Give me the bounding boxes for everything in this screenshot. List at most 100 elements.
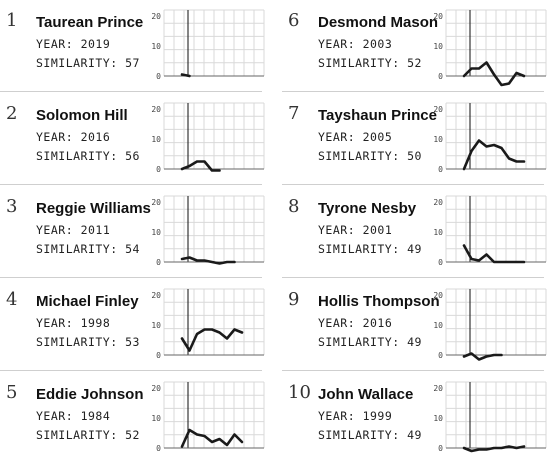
similarity-value: 49	[407, 428, 422, 442]
y-tick-label: 10	[433, 42, 443, 51]
y-tick-label: 20	[151, 12, 161, 21]
row-divider	[0, 277, 262, 278]
y-tick-label: 0	[438, 165, 443, 174]
year-row: YEAR: 2016	[318, 316, 392, 330]
sparkline-chart: 20 10 0	[151, 380, 265, 453]
sparkline-svg: 20 10 0	[151, 381, 265, 453]
y-tick-label: 10	[433, 321, 443, 330]
year-row: YEAR: 2003	[318, 37, 392, 51]
similarity-value: 52	[125, 428, 140, 442]
year-label: YEAR:	[36, 316, 74, 330]
similarity-label: SIMILARITY:	[36, 56, 118, 70]
similarity-row: SIMILARITY: 57	[36, 56, 140, 70]
player-name: Taurean Prince	[36, 14, 144, 31]
y-tick-label: 0	[156, 258, 161, 267]
similarity-label: SIMILARITY:	[36, 335, 118, 349]
player-name: Tyrone Nesby	[318, 200, 417, 217]
row-divider	[0, 370, 262, 371]
year-value: 1999	[362, 409, 393, 423]
series-line	[180, 160, 221, 172]
rank-number: 7	[288, 103, 300, 124]
year-value: 2016	[80, 130, 111, 144]
row-divider	[282, 277, 544, 278]
sparkline-chart: 20 10 0	[433, 287, 547, 361]
y-tick-label: 0	[438, 72, 443, 81]
row-divider	[282, 370, 544, 371]
y-tick-label: 0	[438, 444, 443, 453]
similarity-row: SIMILARITY: 53	[36, 335, 140, 349]
rank-number: 4	[6, 289, 18, 310]
y-tick-label: 20	[433, 12, 443, 21]
similarity-value: 54	[125, 242, 140, 256]
player-name: Reggie Williams	[36, 200, 151, 217]
player-card-5: 5 Eddie Johnson YEAR: 1984 SIMILARITY: 5…	[0, 372, 268, 464]
year-label: YEAR:	[36, 130, 74, 144]
sparkline-svg: 20 10 0	[433, 102, 547, 174]
sparkline-svg: 20 10 0	[433, 288, 547, 361]
sparkline-chart: 20 10 0	[433, 380, 547, 453]
year-label: YEAR:	[318, 316, 356, 330]
year-value: 2001	[362, 223, 393, 237]
similarity-label: SIMILARITY:	[318, 428, 400, 442]
year-label: YEAR:	[36, 223, 74, 237]
series-line	[180, 428, 244, 448]
similarity-value: 57	[125, 56, 140, 70]
similarity-value: 53	[125, 335, 140, 349]
y-tick-label: 0	[438, 258, 443, 267]
y-tick-label: 10	[151, 228, 161, 237]
sparkline-chart: 20 10 0	[151, 101, 265, 174]
similarity-row: SIMILARITY: 54	[36, 242, 140, 256]
year-row: YEAR: 2005	[318, 130, 392, 144]
player-card-8: 8 Tyrone Nesby YEAR: 2001 SIMILARITY: 49…	[282, 186, 550, 278]
player-name: Solomon Hill	[36, 107, 128, 124]
year-value: 2011	[80, 223, 111, 237]
y-tick-label: 10	[151, 414, 161, 423]
series-line	[462, 445, 526, 453]
rank-number: 6	[288, 10, 300, 31]
sparkline-svg: 20 10 0	[151, 102, 265, 174]
player-card-4: 4 Michael Finley YEAR: 1998 SIMILARITY: …	[0, 279, 268, 371]
y-tick-label: 10	[433, 135, 443, 144]
player-name: Hollis Thompson	[318, 293, 440, 310]
row-divider	[0, 91, 262, 92]
similarity-row: SIMILARITY: 56	[36, 149, 140, 163]
y-tick-label: 20	[433, 105, 443, 114]
similarity-row: SIMILARITY: 52	[36, 428, 140, 442]
sparkline-svg: 20 10 0	[151, 9, 265, 81]
series-line	[180, 256, 236, 265]
series-line	[462, 139, 526, 171]
similarity-label: SIMILARITY:	[318, 242, 400, 256]
year-value: 1984	[80, 409, 111, 423]
year-row: YEAR: 2019	[36, 37, 110, 51]
similarity-value: 56	[125, 149, 140, 163]
similarity-value: 50	[407, 149, 422, 163]
y-tick-label: 0	[156, 72, 161, 81]
year-row: YEAR: 2011	[36, 223, 110, 237]
year-label: YEAR:	[36, 409, 74, 423]
sparkline-chart: 20 10 0	[433, 101, 547, 174]
sparkline-chart: 20 10 0	[433, 194, 547, 267]
sparkline-chart: 20 10 0	[433, 8, 547, 87]
year-label: YEAR:	[36, 37, 74, 51]
year-label: YEAR:	[318, 409, 356, 423]
similarity-row: SIMILARITY: 49	[318, 335, 422, 349]
player-card-7: 7 Tayshaun Prince YEAR: 2005 SIMILARITY:…	[282, 93, 550, 185]
year-row: YEAR: 1984	[36, 409, 110, 423]
year-value: 2003	[362, 37, 393, 51]
similarity-row: SIMILARITY: 49	[318, 242, 422, 256]
similarity-row: SIMILARITY: 52	[318, 56, 422, 70]
y-tick-label: 20	[433, 291, 443, 300]
y-tick-label: 20	[433, 384, 443, 393]
rank-number: 2	[6, 103, 18, 124]
year-value: 1998	[80, 316, 111, 330]
series-line	[180, 328, 244, 352]
year-row: YEAR: 2016	[36, 130, 110, 144]
sparkline-svg: 20 10 0	[433, 195, 547, 267]
year-label: YEAR:	[318, 223, 356, 237]
similarity-value: 49	[407, 242, 422, 256]
y-tick-label: 0	[156, 351, 161, 360]
year-value: 2005	[362, 130, 393, 144]
similarity-row: SIMILARITY: 50	[318, 149, 422, 163]
y-tick-label: 0	[438, 351, 443, 360]
year-row: YEAR: 1999	[318, 409, 392, 423]
